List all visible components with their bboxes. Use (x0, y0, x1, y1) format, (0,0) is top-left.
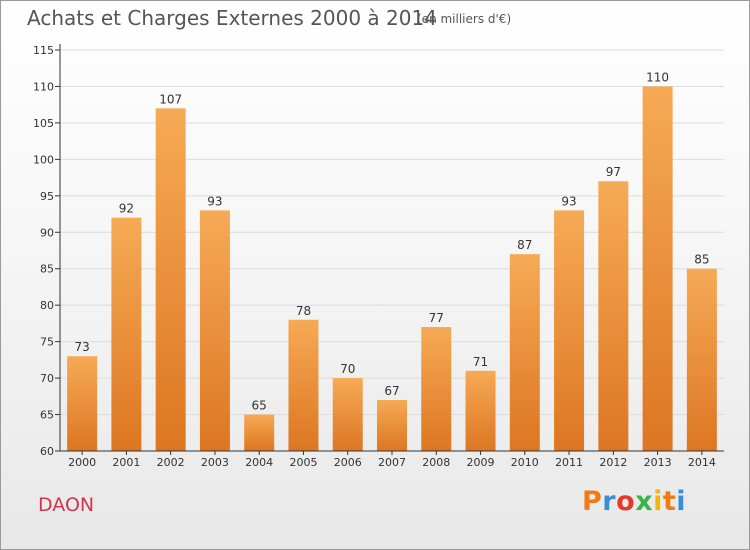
value-label: 87 (517, 238, 532, 252)
value-label: 73 (74, 340, 89, 354)
value-label: 71 (473, 355, 488, 369)
x-tick-label: 2000 (68, 456, 96, 469)
value-label: 93 (207, 194, 222, 208)
bar-2001 (111, 217, 142, 451)
y-tick-label: 70 (40, 372, 54, 385)
commune-name: DAON (38, 494, 95, 516)
bar-2014 (686, 268, 717, 451)
y-tick-label: 65 (40, 409, 54, 422)
value-label: 85 (694, 253, 709, 267)
x-tick-label: 2009 (467, 456, 495, 469)
bar-2013 (642, 86, 673, 452)
value-label: 92 (119, 202, 134, 216)
logo-letter: i (676, 486, 687, 517)
bar-2006 (332, 378, 363, 451)
x-tick-label: 2002 (157, 456, 185, 469)
labels: 60 65 70 75 80 85 90 95 100 105 110 115 73 2000 92 2001… (33, 44, 716, 469)
y-tick-label: 115 (33, 44, 54, 57)
bars (67, 86, 717, 452)
x-tick-label: 2007 (378, 456, 406, 469)
logo-letter: o (616, 486, 636, 517)
x-tick-label: 2004 (245, 456, 273, 469)
value-label: 67 (384, 384, 399, 398)
x-tick-label: 2013 (644, 456, 672, 469)
y-tick-label: 85 (40, 263, 54, 276)
value-label: 97 (606, 165, 621, 179)
x-tick-label: 2011 (555, 456, 583, 469)
x-tick-label: 2005 (289, 456, 317, 469)
bar-2000 (67, 356, 98, 451)
x-tick-label: 2012 (599, 456, 627, 469)
logo-letter: r (602, 486, 617, 517)
bar-2002 (155, 108, 186, 451)
chart-subtitle: (en milliers d'€) (417, 12, 512, 26)
bar-2009 (465, 370, 496, 451)
value-label: 70 (340, 362, 355, 376)
bar-2003 (199, 210, 230, 451)
bar-2004 (244, 414, 275, 451)
bar-2008 (421, 327, 452, 451)
x-tick-label: 2001 (112, 456, 140, 469)
y-tick-label: 80 (40, 299, 54, 312)
x-tick-label: 2003 (201, 456, 229, 469)
y-tick-label: 90 (40, 226, 54, 239)
logo-letter: P (582, 486, 603, 517)
logo-letter: t (662, 486, 677, 517)
value-label: 107 (159, 92, 182, 106)
bar-2011 (554, 210, 585, 451)
axes (55, 44, 724, 455)
logo-letter: i (653, 486, 663, 517)
y-tick-label: 110 (33, 80, 54, 93)
x-tick-label: 2014 (688, 456, 716, 469)
chart-title: Achats et Charges Externes 2000 à 2014 (27, 6, 437, 30)
y-tick-label: 105 (33, 117, 54, 130)
x-tick-label: 2010 (511, 456, 539, 469)
bar-2005 (288, 319, 319, 451)
value-label: 110 (646, 70, 669, 84)
bar-2007 (377, 399, 407, 451)
logo-letter: x (635, 486, 654, 517)
bar-2012 (598, 181, 629, 451)
x-tick-label: 2008 (422, 456, 450, 469)
y-tick-label: 75 (40, 336, 54, 349)
value-label: 93 (561, 194, 576, 208)
y-tick-label: 100 (33, 153, 54, 166)
value-label: 65 (252, 399, 267, 413)
bar-2010 (509, 254, 540, 451)
x-tick-label: 2006 (334, 456, 362, 469)
value-label: 78 (296, 304, 311, 318)
value-label: 77 (429, 311, 444, 325)
proxiti-logo: Proxiti (582, 486, 686, 517)
y-tick-label: 95 (40, 190, 54, 203)
y-tick-label: 60 (40, 445, 54, 458)
